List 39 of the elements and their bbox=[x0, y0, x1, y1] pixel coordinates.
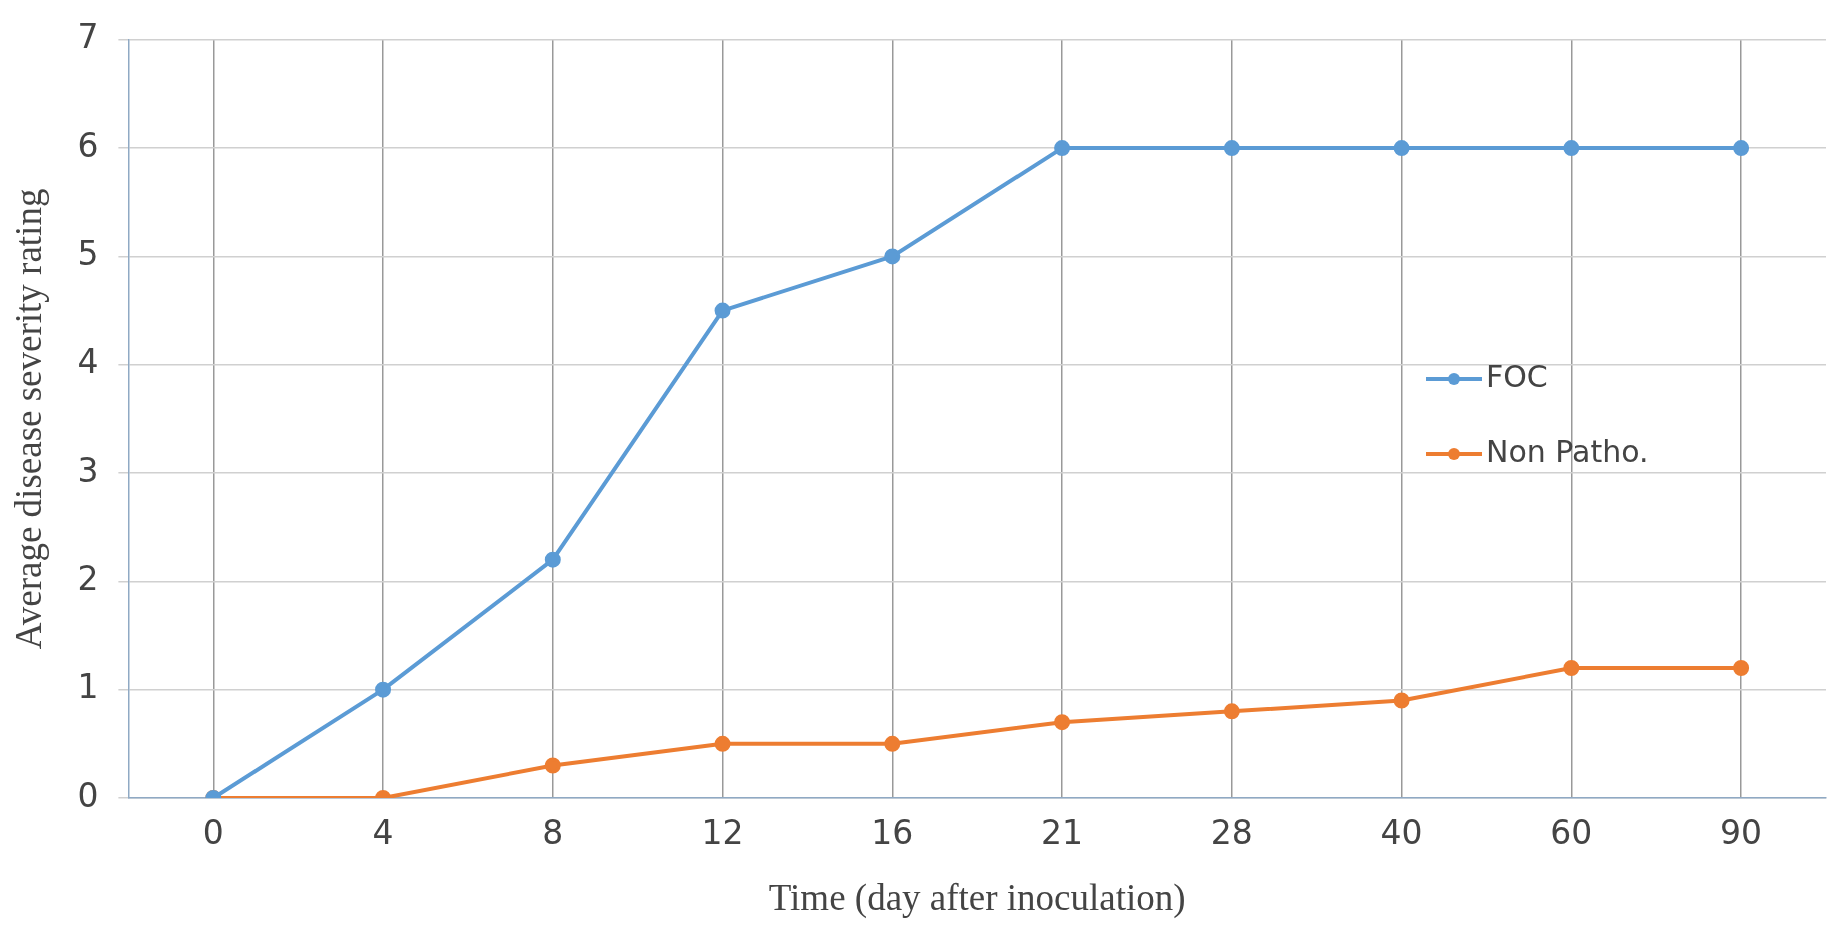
point bbox=[714, 302, 731, 319]
y-tick-label: 1 bbox=[77, 667, 99, 707]
point bbox=[714, 735, 731, 752]
point bbox=[1733, 140, 1750, 157]
point bbox=[1054, 714, 1071, 731]
x-tick-label: 12 bbox=[701, 813, 744, 853]
point bbox=[1563, 660, 1580, 677]
y-tick-label: 2 bbox=[77, 558, 99, 598]
x-tick-label: 90 bbox=[1720, 813, 1763, 853]
y-tick-label: 7 bbox=[77, 17, 99, 57]
x-tick-label: 60 bbox=[1550, 813, 1593, 853]
point bbox=[1393, 140, 1410, 157]
y-tick-label: 6 bbox=[77, 125, 99, 165]
y-tick-label: 0 bbox=[77, 775, 99, 815]
y-tick-label: 3 bbox=[77, 450, 99, 490]
x-tick-label: 28 bbox=[1210, 813, 1253, 853]
legend-label: FOC bbox=[1486, 358, 1548, 394]
x-tick-label: 16 bbox=[871, 813, 914, 853]
y-tick-label: 4 bbox=[77, 342, 99, 382]
point bbox=[884, 248, 901, 265]
x-axis-title: Time (day after inoculation) bbox=[768, 876, 1186, 919]
point bbox=[1733, 660, 1750, 677]
point bbox=[1223, 703, 1240, 720]
point bbox=[1563, 140, 1580, 157]
point bbox=[375, 681, 392, 698]
x-tick-label: 21 bbox=[1041, 813, 1084, 853]
x-tick-label: 0 bbox=[202, 813, 224, 853]
y-tick-label: 5 bbox=[77, 234, 99, 274]
point bbox=[544, 757, 561, 774]
x-tick-label: 40 bbox=[1380, 813, 1423, 853]
point bbox=[1054, 140, 1071, 157]
point bbox=[544, 551, 561, 568]
x-tick-label: 8 bbox=[542, 813, 564, 853]
legend-label: Non Patho. bbox=[1486, 433, 1649, 469]
y-axis-title: Average disease severity rating bbox=[7, 188, 49, 650]
x-tick-label: 4 bbox=[372, 813, 394, 853]
point bbox=[884, 735, 901, 752]
point bbox=[1223, 140, 1240, 157]
point bbox=[1393, 692, 1410, 709]
